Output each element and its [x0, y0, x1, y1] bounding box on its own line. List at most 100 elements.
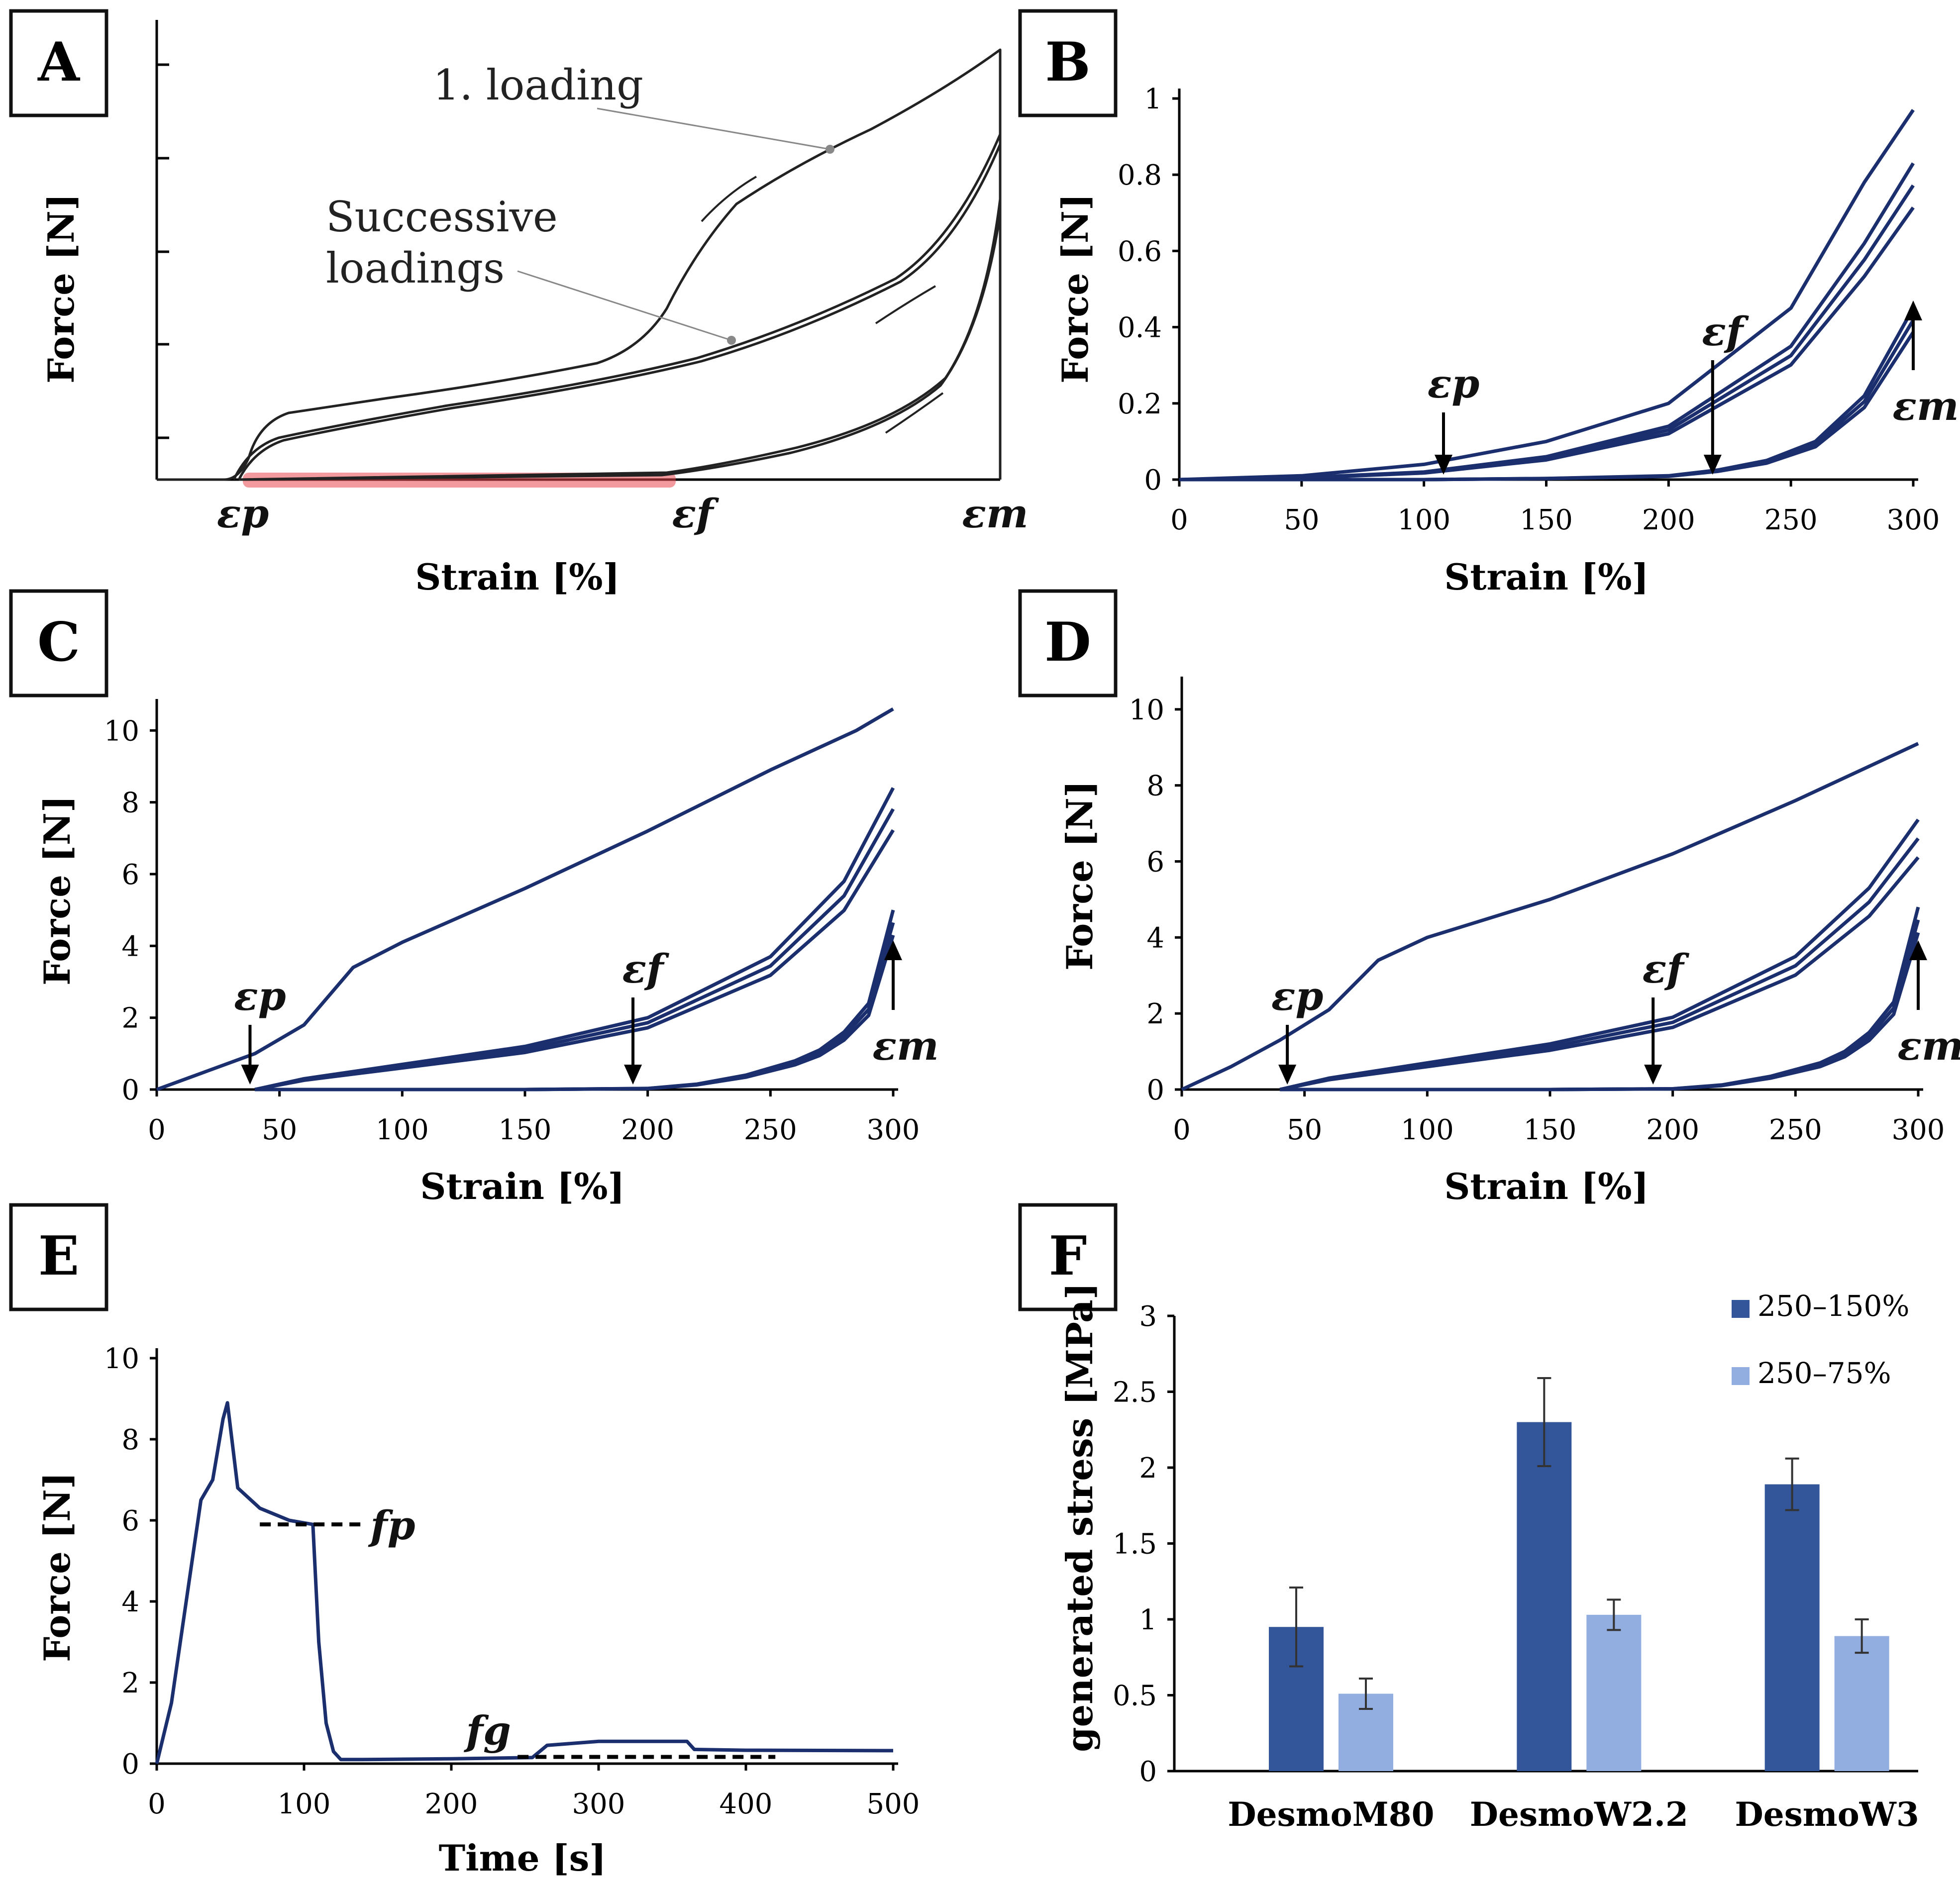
panel-c-marker-arrowhead	[241, 1065, 259, 1085]
panel-b-marker-arrowhead	[1435, 455, 1452, 475]
panel-d-x-tick-label: 100	[1401, 1114, 1454, 1146]
panel-f-bar-light	[1586, 1614, 1642, 1771]
panel-f-y-tick-label: 0	[1139, 1756, 1157, 1788]
panel-d-y-axis-label: Force [N]	[1058, 781, 1101, 971]
panel-c-y-tick-label: 8	[121, 787, 139, 819]
panel-d-marker-arrowhead	[1278, 1065, 1297, 1085]
panel-a-loading-pointer-dot	[825, 145, 834, 154]
panel-c-marker-arrowhead	[624, 1065, 642, 1085]
panel-d-x-tick-label: 250	[1769, 1114, 1822, 1146]
panel-c-y-tick-label: 10	[104, 715, 139, 747]
panel-e-x-tick-label: 100	[278, 1788, 331, 1820]
panel-e-y-tick-label: 4	[121, 1586, 139, 1618]
panel-b-x-tick-label: 150	[1520, 504, 1573, 536]
panel-d-series-line	[1181, 742, 1919, 1092]
panel-b-x-tick-label: 300	[1887, 504, 1940, 536]
panel-e-y-tick-label: 8	[121, 1424, 139, 1456]
panel-d-y-tick-label: 0	[1146, 1074, 1164, 1106]
panel-c-series-line-cycle	[255, 934, 895, 1092]
panel-c-x-tick-label: 300	[867, 1114, 920, 1146]
panel-f-legend-label: 250–75%	[1757, 1356, 1891, 1390]
panel-a-annotation-successive-line2: loadings	[326, 244, 505, 293]
panel-f-category-label: DesmoW2.2	[1470, 1795, 1688, 1834]
panel-f-category-label: DesmoM80	[1228, 1795, 1434, 1834]
panel-a-letter-box	[9, 9, 108, 117]
panel-a-successive-pointer-dot	[727, 336, 736, 345]
panel-b-x-axis-label: Strain [%]	[1444, 556, 1649, 598]
panel-b-x-tick-label: 250	[1764, 504, 1818, 536]
panel-b-series-line-cycle	[1179, 206, 1915, 482]
panel-b-x-tick-label: 200	[1642, 504, 1695, 536]
panel-a-direction-arrow	[885, 392, 944, 434]
panel-b-marker-arrowhead	[1904, 300, 1922, 320]
panel-a-loading-pointer	[597, 107, 830, 150]
panel-c-x-axis-label: Strain [%]	[420, 1165, 624, 1207]
panel-b-marker-label: εp	[1428, 360, 1480, 407]
panel-b-x-tick-label: 0	[1170, 504, 1188, 536]
panel-f-legend-swatch-light	[1732, 1367, 1750, 1385]
panel-f-y-tick-label: 3	[1139, 1300, 1157, 1333]
panel-c-x-tick-label: 150	[499, 1114, 552, 1146]
panel-e-y-axis-label: Force [N]	[36, 1472, 78, 1662]
panel-b-marker-label: εm	[1892, 383, 1959, 429]
panel-b-y-tick-label: 0.8	[1118, 159, 1162, 192]
panel-f-letter-box	[1018, 1203, 1118, 1311]
panel-f-bar-dark	[1764, 1484, 1820, 1771]
panel-e-x-tick-label: 300	[572, 1788, 625, 1820]
panel-a-annotation-successive-line1: Successive	[326, 193, 558, 241]
panel-f-letter: F	[1049, 1225, 1087, 1288]
panel-f-legend-swatch-dark	[1732, 1300, 1750, 1318]
panel-d-marker-arrowhead	[1644, 1065, 1662, 1085]
panel-c-y-tick-label: 2	[121, 1002, 139, 1035]
panel-b-marker-label: εf	[1702, 308, 1749, 355]
panel-d-marker-label: εm	[1897, 1022, 1960, 1069]
panel-f-legend-label: 250–150%	[1757, 1289, 1910, 1323]
panel-c: C Strain [%] Force [N]	[9, 589, 625, 1207]
panel-b-y-axis-label: Force [N]	[1054, 194, 1096, 384]
panel-a-successive-pointer	[517, 270, 732, 341]
panel-b-y-tick-label: 0.4	[1118, 312, 1162, 344]
panel-a-x-axis-label: Strain [%]	[415, 556, 619, 598]
panel-f-y-tick-label: 2.5	[1113, 1377, 1157, 1409]
panel-d-x-tick-label: 200	[1646, 1114, 1699, 1146]
panel-a-first-loading-curve	[157, 48, 1002, 481]
panel-f-y-tick-label: 1	[1139, 1604, 1157, 1636]
panel-c-marker-label: εm	[872, 1022, 938, 1069]
panel-d-x-tick-label: 300	[1892, 1114, 1945, 1146]
panel-a-successive-loading-curve	[232, 134, 1002, 481]
panel-a-letter: A	[37, 31, 81, 94]
panel-d-x-tick-label: 150	[1524, 1114, 1577, 1146]
panel-e: E Time [s] Force [N]	[9, 1203, 606, 1879]
panel-a-y-axis-label: Force [N]	[40, 194, 82, 384]
panel-e-x-tick-label: 200	[425, 1788, 478, 1820]
panel-a-direction-arrow	[875, 285, 936, 324]
panel-f-bar-dark	[1517, 1422, 1572, 1771]
panel-d-marker-label: εf	[1643, 945, 1690, 992]
panel-f: F generated stress [MPa]	[1018, 1203, 1118, 1752]
panel-c-x-tick-label: 0	[148, 1114, 166, 1146]
panel-a-x-tick-label: εm	[962, 490, 1028, 537]
panel-d-y-tick-label: 2	[1146, 998, 1164, 1030]
panel-d-series-line-cycle	[1279, 856, 1920, 1092]
panel-c-marker-label: εf	[622, 945, 670, 992]
panel-f-y-tick-label: 2	[1139, 1452, 1157, 1485]
panel-f-y-axis-label: generated stress [MPa]	[1058, 1283, 1101, 1752]
panel-d-x-tick-label: 0	[1173, 1114, 1191, 1146]
panel-c-series-line	[156, 707, 894, 1092]
panel-b-series-line	[1179, 162, 1915, 482]
panel-b-x-tick-label: 50	[1284, 504, 1319, 536]
panel-d-marker-arrowhead	[1909, 940, 1927, 960]
panel-d-x-tick-label: 50	[1287, 1114, 1322, 1146]
panel-c-series-line-cycle	[254, 829, 895, 1092]
panel-b-letter: B	[1045, 31, 1090, 94]
panel-e-x-tick-label: 400	[720, 1788, 773, 1820]
panel-e-y-tick-label: 2	[121, 1667, 139, 1699]
panel-d: D Strain [%] Force [N]	[1018, 589, 1649, 1207]
panel-e-letter: E	[38, 1225, 79, 1288]
panel-e-y-tick-label: 0	[121, 1748, 139, 1781]
panel-b-series-line-cycle	[1179, 184, 1915, 482]
panel-e-fg-label: fg	[464, 1707, 511, 1754]
panel-c-y-tick-label: 6	[121, 859, 139, 891]
panel-b-y-tick-label: 0	[1144, 464, 1162, 497]
